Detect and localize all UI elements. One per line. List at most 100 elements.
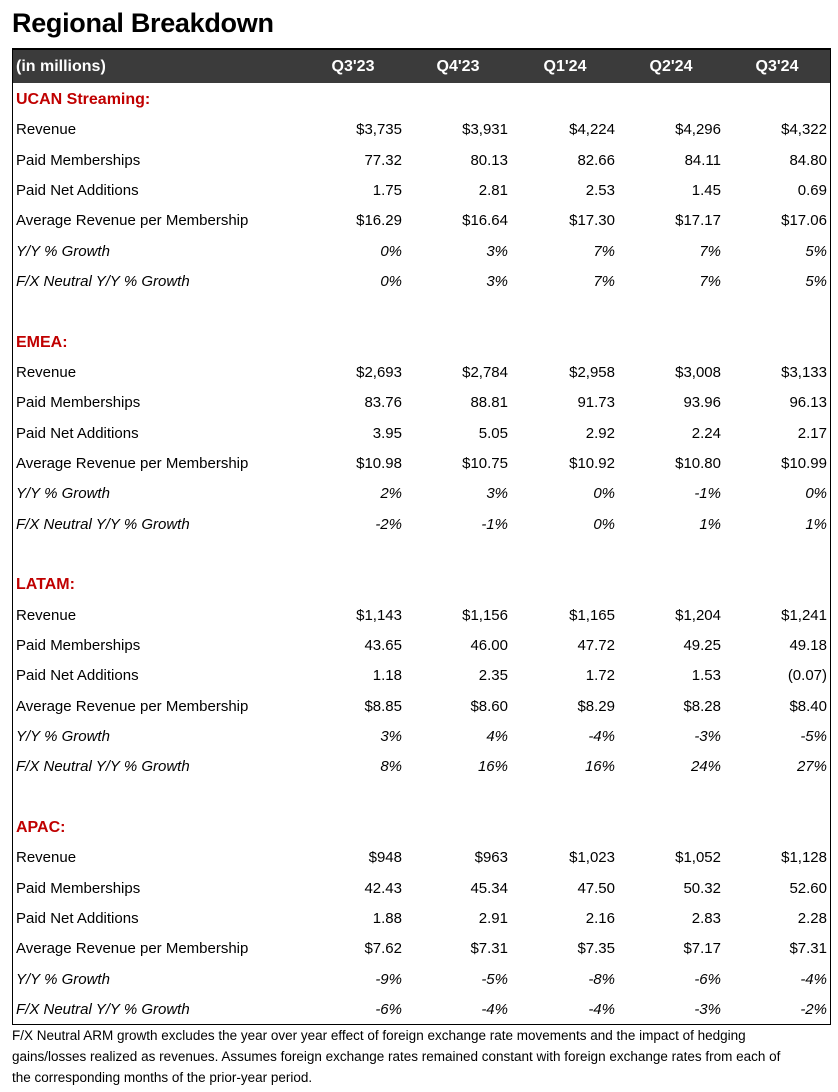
cell-value: -6%: [375, 1000, 402, 1018]
cell-value: -4%: [588, 727, 615, 745]
cell-value: 0%: [380, 242, 402, 260]
table: (in millions) Q3'23 Q4'23 Q1'24 Q2'24 Q3'24 U…: [12, 48, 831, 1025]
cell-value: $10.98: [356, 454, 402, 472]
cell-value: -4%: [481, 1000, 508, 1018]
cell-value: 2.81: [478, 181, 508, 199]
cell-value: 0.69: [797, 181, 827, 199]
cell-value: $10.80: [675, 454, 721, 472]
cell-value: 7%: [699, 272, 721, 290]
cell-value: 1.72: [585, 667, 615, 685]
cell-value: $1,023: [569, 849, 615, 867]
cell-value: $2,784: [462, 363, 508, 381]
row-label: Paid Memberships: [16, 879, 141, 897]
cell-value: 0%: [593, 515, 615, 533]
cell-value: 1.53: [691, 667, 721, 685]
row-label: Average Revenue per Membership: [16, 454, 249, 472]
cell-value: 1.18: [372, 667, 402, 685]
cell-value: -5%: [800, 727, 827, 745]
cell-value: 77.32: [364, 151, 402, 169]
cell-value: 91.73: [577, 394, 615, 412]
section-title: UCAN Streaming:: [16, 91, 151, 108]
cell-value: 27%: [796, 758, 827, 776]
cell-value: $1,128: [781, 849, 827, 867]
cell-value: 1.45: [691, 181, 721, 199]
row-label: F/X Neutral Y/Y % Growth: [16, 758, 190, 776]
cell-value: 1%: [805, 515, 827, 533]
cell-value: 7%: [699, 242, 721, 260]
cell-value: 3.95: [372, 424, 402, 442]
cell-value: -1%: [481, 515, 508, 533]
row-label: F/X Neutral Y/Y % Growth: [16, 515, 190, 533]
cell-value: $8.28: [683, 697, 721, 715]
cell-value: $1,241: [781, 606, 827, 624]
column-header: (in millions): [16, 58, 106, 75]
row-label: Paid Memberships: [16, 636, 141, 654]
cell-value: $8.40: [789, 697, 827, 715]
cell-value: -4%: [800, 970, 827, 988]
cell-value: 2.16: [585, 909, 615, 927]
cell-value: $3,008: [675, 363, 721, 381]
cell-value: -3%: [694, 727, 721, 745]
cell-value: 3%: [486, 485, 508, 503]
column-header: Q3'23: [331, 58, 375, 75]
row-label: Revenue: [16, 363, 77, 381]
row-label: Revenue: [16, 121, 77, 139]
row-label: Y/Y % Growth: [16, 242, 110, 260]
cell-value: $963: [474, 849, 508, 867]
cell-value: $17.17: [675, 212, 721, 230]
cell-value: 84.80: [789, 151, 827, 169]
cell-value: 49.25: [683, 636, 721, 654]
footnote-line: the corresponding months of the prior-ye…: [12, 1070, 313, 1085]
cell-value: $7.17: [683, 940, 721, 958]
cell-value: -2%: [800, 1000, 827, 1018]
cell-value: 16%: [477, 758, 508, 776]
cell-value: 0%: [805, 485, 827, 503]
row-label: Paid Memberships: [16, 151, 141, 169]
cell-value: 5.05: [478, 424, 508, 442]
cell-value: 16%: [584, 758, 615, 776]
cell-value: 1%: [699, 515, 721, 533]
row-label: Average Revenue per Membership: [16, 697, 249, 715]
column-header: Q2'24: [649, 58, 693, 75]
footnote-line: F/X Neutral ARM growth excludes the year…: [12, 1028, 746, 1043]
row-label: Y/Y % Growth: [16, 727, 110, 745]
cell-value: 49.18: [789, 636, 827, 654]
cell-value: $4,296: [675, 121, 721, 139]
cell-value: 2.91: [478, 909, 508, 927]
cell-value: $7.62: [364, 940, 402, 958]
section-title: LATAM:: [16, 576, 75, 594]
cell-value: 2.17: [797, 424, 827, 442]
row-label: Y/Y % Growth: [16, 970, 110, 988]
cell-value: -9%: [375, 970, 402, 988]
cell-value: $17.06: [781, 212, 827, 230]
cell-value: $2,958: [569, 363, 615, 381]
cell-value: $1,204: [675, 606, 721, 624]
column-header: Q1'24: [543, 58, 587, 75]
cell-value: 80.13: [470, 151, 508, 169]
row-label: Paid Net Additions: [16, 424, 139, 442]
section-title: APAC:: [16, 818, 66, 836]
cell-value: 50.32: [683, 879, 721, 897]
row-label: Revenue: [16, 606, 77, 624]
cell-value: 3%: [486, 242, 508, 260]
cell-value: 42.43: [364, 879, 402, 897]
cell-value: 2.24: [691, 424, 721, 442]
footnote: F/X Neutral ARM growth excludes the year…: [12, 1025, 780, 1088]
cell-value: 2.35: [478, 667, 508, 685]
cell-value: 2.83: [691, 909, 721, 927]
cell-value: $7.31: [789, 940, 827, 958]
cell-value: 45.34: [470, 879, 508, 897]
cell-value: -1%: [694, 485, 721, 503]
table-header: (in millions) Q3'23 Q4'23 Q1'24 Q2'24 Q3'24: [13, 50, 830, 83]
cell-value: $10.75: [462, 454, 508, 472]
cell-value: -6%: [694, 970, 721, 988]
cell-value: $8.29: [577, 697, 615, 715]
cell-value: 47.50: [577, 879, 615, 897]
cell-value: 88.81: [470, 394, 508, 412]
cell-value: $16.64: [462, 212, 508, 230]
row-label: Paid Net Additions: [16, 909, 139, 927]
row-label: Y/Y % Growth: [16, 485, 110, 503]
cell-value: $3,735: [356, 121, 402, 139]
row-label: F/X Neutral Y/Y % Growth: [16, 1000, 190, 1018]
cell-value: $10.99: [781, 454, 827, 472]
